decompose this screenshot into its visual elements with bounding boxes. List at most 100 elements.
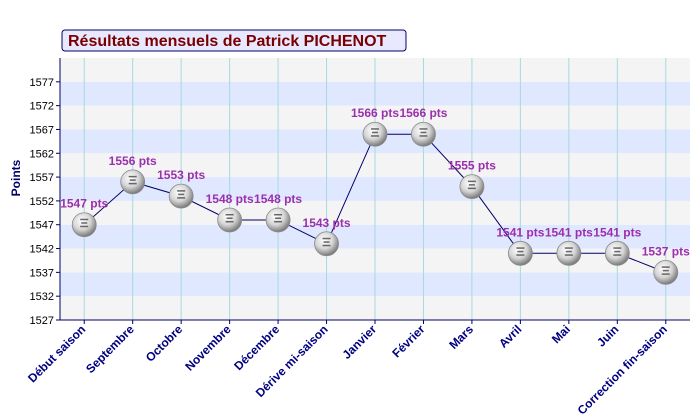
data-label: 1555 pts bbox=[448, 159, 496, 173]
ball-mark bbox=[371, 135, 379, 137]
ball-mark bbox=[225, 220, 234, 223]
y-tick-label: 1557 bbox=[30, 172, 54, 184]
data-label: 1541 pts bbox=[593, 225, 641, 239]
ball-mark bbox=[322, 244, 331, 247]
ball-mark bbox=[178, 193, 185, 196]
data-point-ball bbox=[411, 121, 436, 147]
chart-title-box: Résultats mensuels de Patrick PICHENOT bbox=[61, 29, 407, 52]
ball-mark bbox=[274, 213, 283, 216]
ball-mark bbox=[614, 250, 621, 253]
ball-mark bbox=[564, 247, 573, 249]
data-point-ball bbox=[459, 174, 485, 200]
ball-mark bbox=[274, 220, 283, 223]
ball-mark bbox=[565, 250, 572, 253]
x-tick-label: Septembre bbox=[83, 322, 137, 376]
data-point-ball bbox=[71, 212, 97, 238]
data-point bbox=[168, 183, 194, 209]
data-label: 1556 pts bbox=[109, 154, 157, 168]
data-point-ball bbox=[556, 240, 582, 266]
data-point-ball bbox=[217, 207, 243, 233]
ball-mark bbox=[128, 182, 137, 185]
y-tick-label: 1572 bbox=[30, 101, 54, 113]
x-tick-label: Juin bbox=[594, 322, 621, 349]
chart-title: Résultats mensuels de Patrick PICHENOT bbox=[68, 33, 387, 50]
ball-mark bbox=[564, 254, 573, 256]
ball-mark bbox=[613, 247, 622, 249]
data-label: 1553 pts bbox=[157, 168, 205, 182]
data-label: 1548 pts bbox=[206, 192, 254, 206]
y-tick-label: 1537 bbox=[30, 267, 54, 279]
data-label: 1543 pts bbox=[303, 216, 351, 230]
ball-mark bbox=[419, 128, 428, 130]
y-tick-labels: 1527 1532 1537 1542 1547 1552 1557 1562 1567 1572… bbox=[30, 77, 60, 327]
y-tick-label: 1552 bbox=[30, 196, 54, 208]
ball-mark bbox=[662, 269, 669, 272]
data-points bbox=[71, 121, 679, 285]
data-point-ball bbox=[604, 240, 630, 266]
x-tick-label: Février bbox=[389, 322, 427, 360]
data-label: 1548 pts bbox=[254, 192, 302, 206]
data-point bbox=[265, 207, 291, 233]
ball-mark bbox=[275, 217, 282, 219]
data-point bbox=[120, 169, 146, 195]
data-point-ball bbox=[362, 121, 388, 147]
ball-mark bbox=[613, 254, 622, 256]
data-label: 1566 pts bbox=[351, 106, 399, 120]
x-tick-label: Octobre bbox=[143, 322, 186, 365]
y-axis-title: Points bbox=[9, 159, 23, 196]
y-tick-label: 1577 bbox=[30, 77, 54, 89]
data-point bbox=[411, 121, 436, 147]
ball-mark bbox=[322, 237, 331, 240]
data-point-ball bbox=[507, 240, 533, 266]
y-tick-label: 1547 bbox=[30, 220, 54, 232]
data-point-ball bbox=[314, 231, 339, 257]
data-label: 1537 pts bbox=[642, 244, 690, 258]
data-point bbox=[556, 240, 582, 266]
ball-mark bbox=[516, 247, 525, 249]
y-tick-label: 1542 bbox=[30, 244, 54, 256]
data-point-ball bbox=[120, 169, 146, 195]
ball-mark bbox=[372, 131, 378, 134]
ball-mark bbox=[661, 273, 670, 275]
data-label: 1566 pts bbox=[399, 106, 447, 120]
x-tick-label: Correction fin-saison bbox=[575, 322, 670, 417]
data-point-ball bbox=[653, 259, 679, 285]
x-tick-label: Avril bbox=[496, 322, 524, 350]
y-tick-label: 1567 bbox=[30, 124, 54, 136]
ball-mark bbox=[419, 135, 428, 137]
data-point bbox=[653, 259, 679, 285]
ball-mark bbox=[323, 241, 330, 243]
data-point bbox=[217, 207, 243, 233]
data-point bbox=[314, 231, 339, 257]
x-tick-label: Mai bbox=[549, 322, 573, 346]
ball-mark bbox=[420, 131, 427, 134]
x-tick-label: Mars bbox=[446, 322, 476, 352]
ball-mark bbox=[661, 266, 670, 268]
data-label: 1547 pts bbox=[60, 197, 108, 211]
ball-mark bbox=[517, 250, 524, 253]
y-tick-label: 1527 bbox=[30, 315, 54, 327]
data-point bbox=[604, 240, 630, 266]
data-point bbox=[507, 240, 533, 266]
ball-mark bbox=[177, 190, 186, 192]
x-tick-label: Novembre bbox=[182, 322, 234, 374]
ball-mark bbox=[225, 213, 234, 216]
data-point-ball bbox=[168, 183, 194, 209]
ball-mark bbox=[129, 179, 136, 181]
data-point bbox=[459, 174, 485, 200]
ball-mark bbox=[468, 184, 475, 186]
ball-mark bbox=[81, 222, 88, 224]
ball-mark bbox=[80, 225, 89, 228]
x-tick-label: Décembre bbox=[231, 322, 282, 373]
data-point bbox=[362, 121, 388, 147]
vertical-gridlines bbox=[83, 58, 667, 320]
y-tick-label: 1562 bbox=[30, 148, 54, 160]
data-label: 1541 pts bbox=[496, 225, 544, 239]
ball-mark bbox=[467, 187, 476, 190]
ball-mark bbox=[128, 175, 137, 178]
ball-mark bbox=[226, 217, 233, 219]
